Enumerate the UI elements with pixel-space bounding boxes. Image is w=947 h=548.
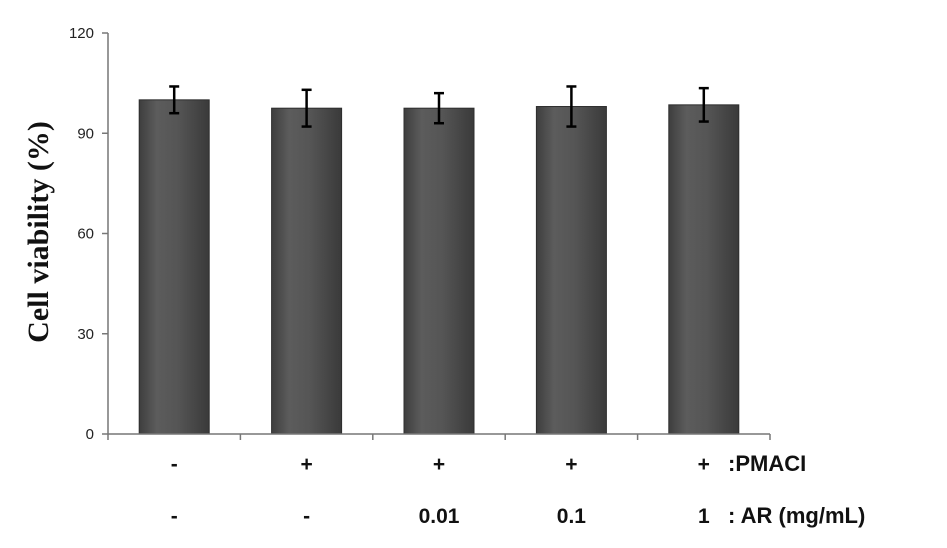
- treatment-label: +: [565, 453, 577, 476]
- bar: [403, 107, 475, 435]
- treatment-label: -: [303, 505, 310, 528]
- y-axis-label: Cell viability (%): [22, 121, 55, 343]
- bar: [271, 107, 343, 435]
- treatment-row-name: :PMACI: [728, 451, 806, 476]
- treatment-label: 0.1: [557, 505, 587, 528]
- y-tick-label: 0: [86, 426, 94, 443]
- bar: [138, 99, 210, 435]
- treatment-label: -: [171, 505, 178, 528]
- y-tick-label: 60: [77, 226, 94, 243]
- y-tick-label: 30: [77, 326, 94, 343]
- y-tick-label: 90: [77, 125, 94, 142]
- treatment-row-name: : AR (mg/mL): [728, 503, 865, 528]
- treatment-label: -: [171, 453, 178, 476]
- y-tick-label: 120: [69, 25, 94, 42]
- bars-group: [138, 99, 740, 435]
- treatment-label: 1: [698, 505, 710, 528]
- treatment-label: 0.01: [419, 505, 460, 528]
- treatment-label: +: [698, 453, 710, 476]
- treatment-label: +: [433, 453, 445, 476]
- treatment-rows-group: - + + + + :PMACI - - 0.01 0.1 1 : AR (mg/mL): [171, 451, 866, 528]
- bar: [668, 104, 740, 435]
- bar: [535, 106, 607, 435]
- y-ticks-group: 0 30 60 90 120: [69, 25, 771, 443]
- treatment-label: +: [300, 453, 312, 476]
- error-bars-group: [169, 85, 709, 128]
